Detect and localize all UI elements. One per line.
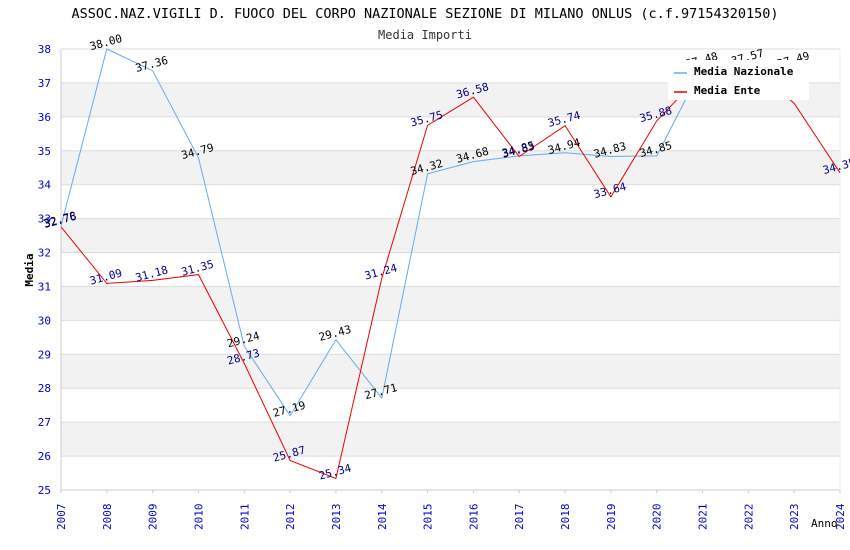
chart-title: ASSOC.NAZ.VIGILI D. FUOCO DEL CORPO NAZI… [71,6,778,22]
plot-band [61,354,840,389]
x-tick-label: 2010 [192,504,205,531]
legend-box [668,60,809,100]
y-tick-label: 33 [38,213,51,226]
x-tick-labels: 2007 2008 2009 2010 2011 2012 2013 2014 2015 2016… [55,490,847,530]
y-tick-label: 26 [38,450,51,463]
x-tick-label: 2019 [605,504,618,531]
y-tick-label: 25 [38,484,51,497]
y-tick-label: 30 [38,314,51,327]
y-tick-label: 32 [38,247,51,260]
y-tick-label: 27 [38,416,51,429]
y-tick-label: 38 [38,43,51,56]
data-label-ente: 31.09 [88,266,123,287]
gridlines [61,48,840,491]
x-tick-label: 2012 [284,504,297,531]
x-tick-label: 2020 [651,504,664,531]
legend: Media Nazionale Media Ente [668,60,809,100]
data-label-ente: 31.35 [180,258,215,279]
y-tick-label: 29 [38,348,51,361]
x-tick-label: 2015 [422,504,435,531]
y-tick-label: 31 [38,280,51,293]
x-tick-label: 2017 [513,504,526,531]
x-tick-label: 2024 [834,503,847,530]
series-line-media-nazionale [60,48,795,417]
plot-band [61,218,840,253]
data-label-ente: 31.18 [134,263,169,284]
x-tick-label: 2014 [376,503,389,530]
y-tick-label: 37 [38,77,51,90]
data-label-ente: 25.34 [317,461,353,482]
x-tick-label: 2018 [559,504,572,531]
x-axis-label: Anno [811,517,838,530]
data-label-nazionale: 38.00 [88,32,123,53]
plot-band [61,286,840,321]
data-label-ente: 31.24 [363,261,399,282]
x-tick-label: 2008 [101,504,114,531]
x-tick-label: 2009 [147,504,160,531]
plot-band [61,422,840,457]
y-tick-label: 35 [38,145,51,158]
y-tick-label: 34 [38,179,52,192]
y-axis-label: Media [23,253,36,286]
x-tick-label: 2013 [330,504,343,531]
legend-label-nazionale: Media Nazionale [694,65,794,78]
x-tick-label: 2016 [467,504,480,531]
x-tick-label: 2022 [742,504,755,531]
y-tick-label: 28 [38,382,51,395]
x-tick-label: 2021 [697,504,710,531]
chart-subtitle: Media Importi [378,28,472,42]
axes [60,49,841,491]
x-tick-label: 2023 [788,504,801,531]
legend-label-ente: Media Ente [694,84,761,97]
y-tick-label: 36 [38,111,51,124]
x-tick-label: 2011 [238,504,251,531]
series-line-media-ente [60,65,841,480]
data-label-nazionale: 27.19 [272,399,307,420]
x-tick-label: 2007 [55,504,68,531]
y-tick-labels: 25 26 27 28 29 30 31 32 33 34 35 36 37 38 [38,43,52,497]
data-label-nazionale: 37.36 [134,54,169,75]
plot-background-bands [61,82,840,457]
